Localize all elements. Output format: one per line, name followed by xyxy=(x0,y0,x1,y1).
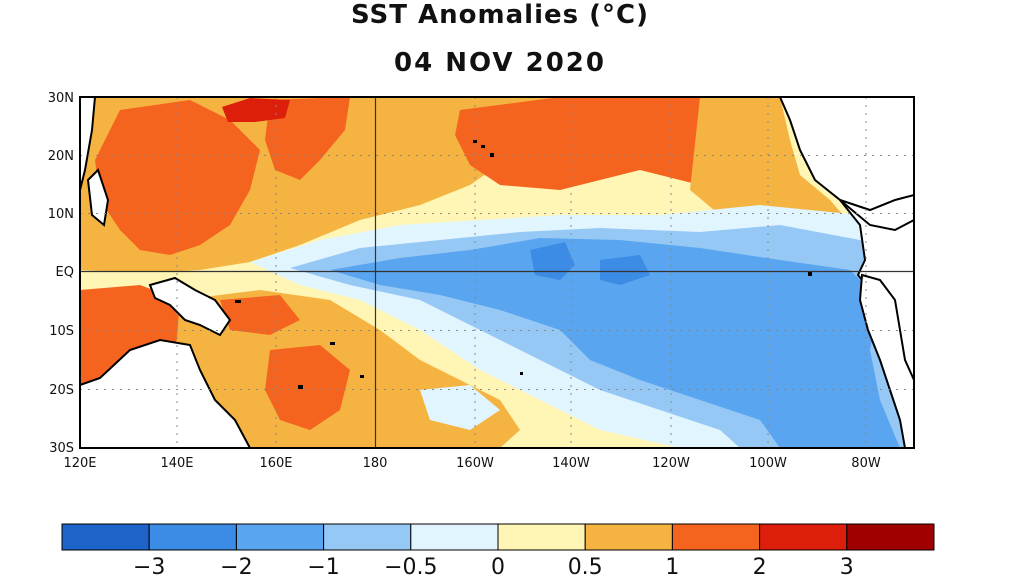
colorbar: −3 −2 −1 −0.5 0 0.5 1 2 3 xyxy=(61,523,935,576)
map-title: SST Anomalies (°C) xyxy=(350,0,650,30)
lon-label: 140W xyxy=(552,456,590,471)
lon-label: 80W xyxy=(851,456,881,471)
lat-label: 20N xyxy=(48,149,74,164)
anomaly-field xyxy=(80,97,914,448)
map-date: 04 NOV 2020 xyxy=(394,48,606,78)
island-hawaii xyxy=(473,140,477,143)
field-nw-orange xyxy=(265,97,350,180)
field-south-deep xyxy=(265,345,350,430)
lat-label: 10S xyxy=(49,324,74,339)
lat-label: 30S xyxy=(49,441,74,456)
colorbar-swatch xyxy=(323,523,412,551)
colorbar-label: 0 xyxy=(491,555,505,576)
field-sw-deep-orange xyxy=(220,295,300,335)
lon-label: 100W xyxy=(749,456,787,471)
lon-label: 160W xyxy=(456,456,494,471)
island-solomon xyxy=(235,300,241,303)
island-tonga xyxy=(360,375,364,378)
colorbar-swatch xyxy=(61,523,150,551)
land-new-guinea xyxy=(148,276,232,337)
island-fiji xyxy=(330,342,335,345)
field-red-spot xyxy=(222,98,290,122)
island-vanuatu xyxy=(298,385,303,389)
colorbar-swatch xyxy=(846,523,935,551)
field-se-pale xyxy=(420,385,500,430)
lat-label: 10N xyxy=(48,207,74,222)
colorbar-label: 2 xyxy=(753,555,767,576)
colorbar-label: −0.5 xyxy=(384,555,437,576)
islands xyxy=(235,140,812,389)
field-cold-core-2 xyxy=(600,255,650,285)
lon-label: 180 xyxy=(363,456,388,471)
land-philippines xyxy=(86,168,110,227)
colorbar-swatch xyxy=(410,523,499,551)
colorbar-label: −2 xyxy=(220,555,252,576)
lat-label: EQ xyxy=(56,265,74,280)
colorbar-swatch xyxy=(584,523,673,551)
colorbar-label: −1 xyxy=(307,555,339,576)
colorbar-swatch xyxy=(148,523,237,551)
colorbar-label: 0.5 xyxy=(568,555,603,576)
main-axes-lines xyxy=(80,97,914,448)
field-sw-orange xyxy=(80,285,200,390)
lat-axis: 30N 20N 10N EQ 10S 20S 30S xyxy=(48,91,74,456)
lon-label: 120E xyxy=(63,456,96,471)
land-masses xyxy=(79,96,915,449)
colorbar-label: 1 xyxy=(665,555,679,576)
map-frame xyxy=(79,96,915,449)
gridlines xyxy=(80,97,914,448)
lon-label: 160E xyxy=(259,456,292,471)
lon-axis: 120E 140E 160E 180 160W 140W 120W 100W 8… xyxy=(63,456,880,471)
island-hawaii-2 xyxy=(481,145,485,148)
colorbar-label: −3 xyxy=(133,555,165,576)
lon-label: 140E xyxy=(160,456,193,471)
island-hawaii-3 xyxy=(490,153,494,157)
lat-label: 30N xyxy=(48,91,74,106)
lon-label: 120W xyxy=(652,456,690,471)
field-cold-core xyxy=(530,242,575,280)
colorbar-label: 3 xyxy=(840,555,854,576)
lat-label: 20S xyxy=(49,383,74,398)
island-marquesas xyxy=(520,372,523,375)
colorbar-swatch xyxy=(671,523,761,551)
field-cold-mid xyxy=(330,238,900,448)
colorbar-swatch xyxy=(497,523,586,551)
island-galapagos xyxy=(808,272,812,276)
colorbar-swatch xyxy=(235,523,325,551)
field-nc-orange xyxy=(455,97,735,190)
colorbar-swatch xyxy=(759,523,848,551)
